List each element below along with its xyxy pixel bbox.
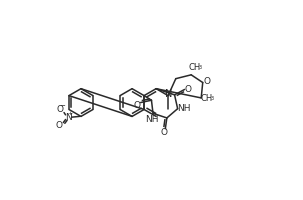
Text: O: O: [56, 121, 63, 130]
Text: O: O: [160, 128, 167, 137]
Text: O: O: [57, 105, 64, 114]
Text: $_3$: $_3$: [198, 64, 203, 72]
Text: +: +: [68, 111, 73, 116]
Text: CH: CH: [201, 94, 213, 103]
Text: NH: NH: [177, 104, 191, 113]
Text: O: O: [133, 101, 140, 110]
Text: NH: NH: [145, 115, 158, 124]
Text: N: N: [165, 89, 172, 99]
Text: −: −: [60, 103, 65, 109]
Text: CH: CH: [188, 63, 200, 72]
Text: $_3$: $_3$: [210, 94, 215, 103]
Text: O: O: [203, 77, 210, 86]
Text: N: N: [65, 113, 72, 122]
Text: O: O: [184, 85, 191, 94]
